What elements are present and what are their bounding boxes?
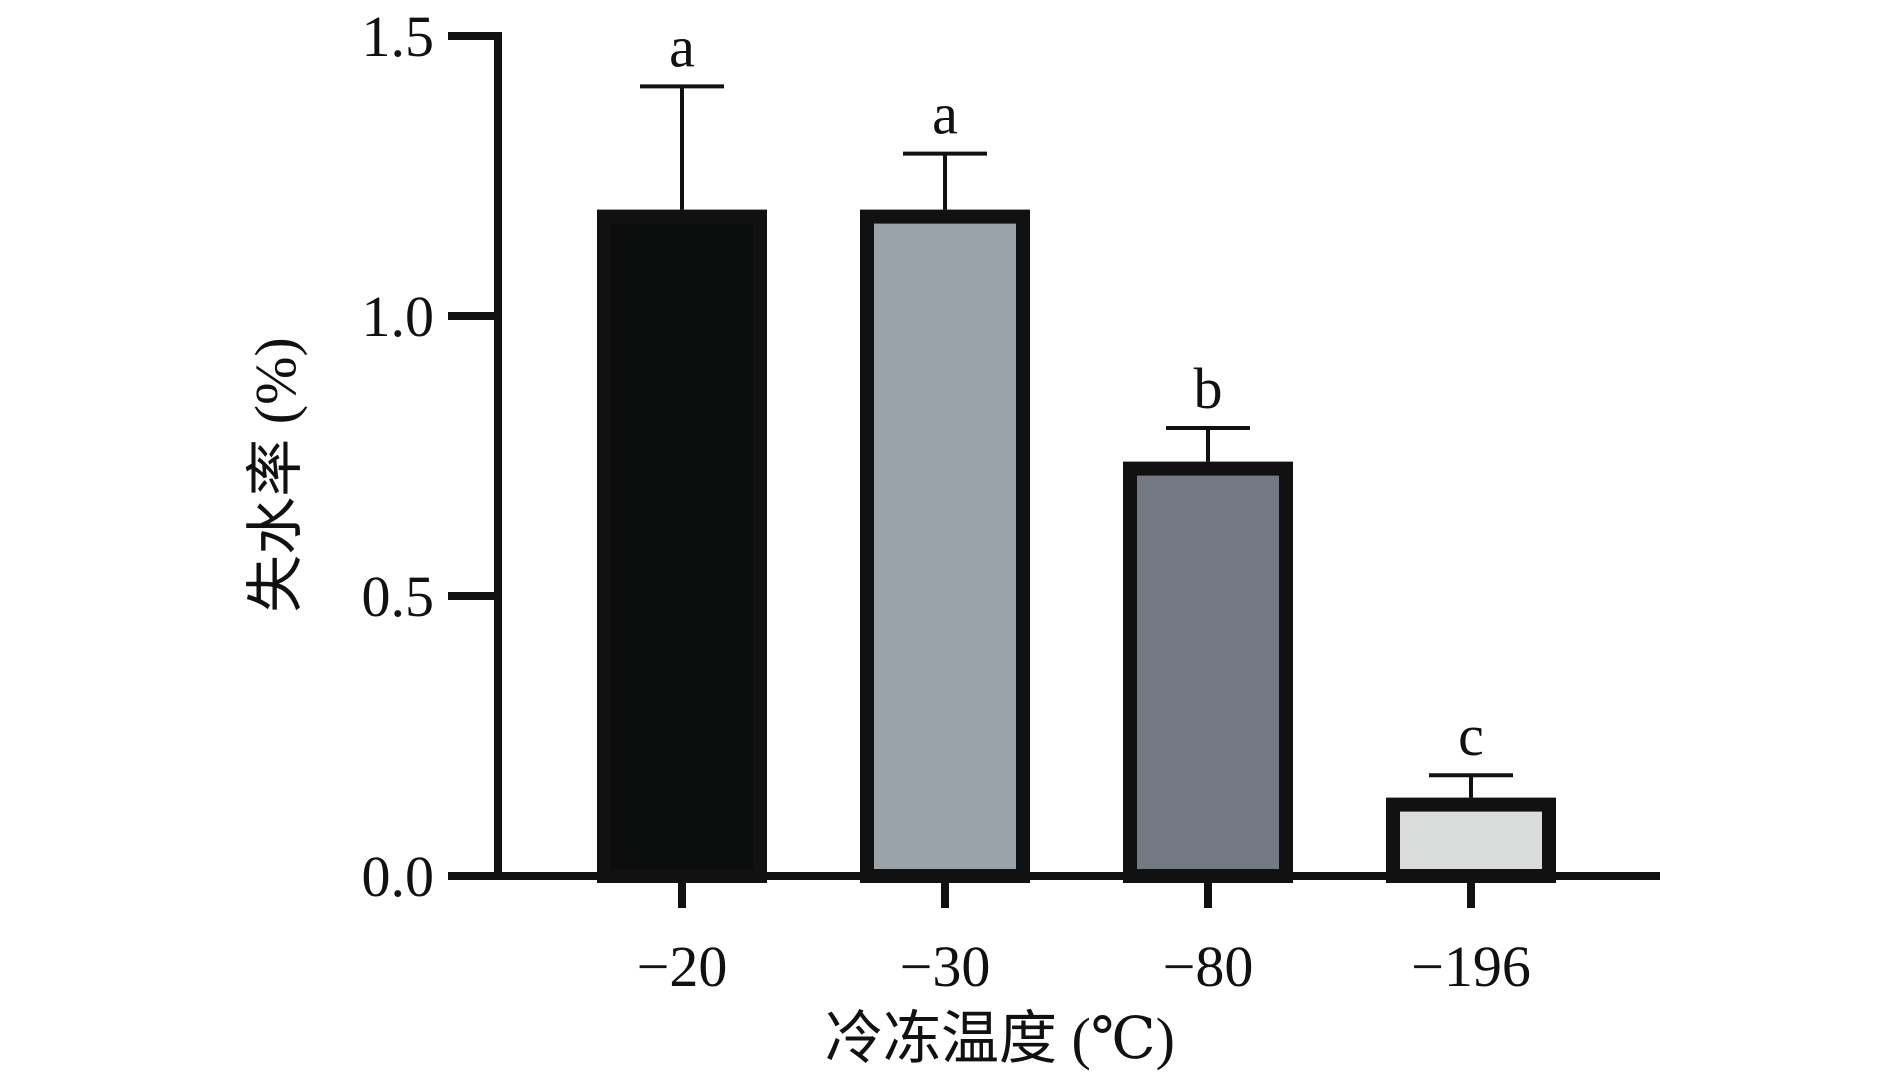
y-axis-title: 失水率 (%) <box>243 337 308 612</box>
y-tick-label: 1.0 <box>362 284 435 349</box>
y-tick-label: 0.5 <box>362 564 435 629</box>
x-tick-label: −196 <box>1411 934 1531 999</box>
significance-label: c <box>1458 703 1484 768</box>
x-tick-label: −30 <box>900 934 991 999</box>
bar <box>1123 461 1293 883</box>
significance-label: a <box>669 14 695 79</box>
bar <box>860 209 1030 884</box>
significance-label: b <box>1194 356 1223 421</box>
significance-label: a <box>932 82 958 147</box>
bar <box>597 209 767 884</box>
bar <box>1386 797 1556 883</box>
x-tick-label: −20 <box>637 934 728 999</box>
y-tick-label: 1.5 <box>362 4 435 69</box>
x-tick-label: −80 <box>1163 934 1254 999</box>
x-axis-title: 冷冻温度 (℃) <box>825 1006 1175 1071</box>
y-tick-label: 0.0 <box>362 844 435 909</box>
